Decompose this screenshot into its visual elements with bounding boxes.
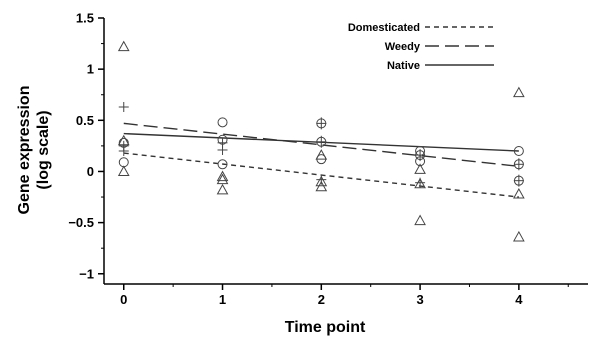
point-circle — [118, 157, 129, 168]
y-tick-label: 1 — [87, 62, 94, 77]
point-circle — [513, 146, 524, 156]
y-tick-label: 1.5 — [76, 11, 94, 26]
point-circleplus — [513, 158, 524, 171]
point-triangle — [414, 163, 426, 174]
point-plus — [217, 144, 228, 155]
y-tick-label: −1 — [79, 266, 94, 281]
point-triangle — [414, 214, 426, 226]
y-axis-title-line-1: Gene expression — [16, 86, 33, 215]
axes — [98, 17, 588, 290]
x-tick-label: 3 — [416, 292, 423, 307]
x-axis-title: Time point — [285, 319, 366, 336]
point-circleplus — [513, 174, 524, 187]
point-triangle — [315, 180, 328, 192]
data-points — [117, 40, 525, 242]
point-circleplus — [316, 135, 327, 148]
point-triangle — [513, 230, 525, 242]
legend-label-weedy: Weedy — [385, 41, 421, 53]
point-circleplus — [316, 117, 327, 130]
point-circle — [217, 117, 228, 128]
point-circle — [415, 156, 426, 167]
y-tick-label: 0 — [87, 164, 94, 179]
point-triangle — [117, 40, 130, 52]
point-triangle — [216, 170, 229, 182]
point-triangle — [315, 149, 328, 160]
point-circle — [217, 159, 228, 170]
tick-labels: 1.5 1 0.5 0 −0.5 −1 0 1 2 3 4 — [68, 11, 523, 308]
point-plus — [118, 102, 129, 113]
point-triangle — [216, 173, 229, 185]
x-tick-label: 0 — [120, 292, 127, 307]
x-tick-label: 1 — [219, 292, 226, 307]
x-tick-label: 4 — [515, 292, 523, 307]
point-triangle — [513, 187, 525, 199]
legend-label-domesticated: Domesticated — [348, 22, 420, 34]
trend-line-weedy — [123, 122, 519, 168]
point-triangle — [513, 86, 525, 98]
x-tick-label: 2 — [318, 292, 325, 307]
point-triangle — [414, 177, 426, 189]
y-tick-label: −0.5 — [68, 215, 94, 230]
legend: Domesticated Weedy Native — [348, 22, 494, 72]
point-circle — [118, 137, 129, 148]
point-triangle — [117, 165, 130, 176]
point-circleplus — [415, 149, 426, 162]
point-triangle — [315, 175, 328, 187]
y-axis-title-line-2: (log scale) — [35, 110, 52, 189]
y-tick-label: 0.5 — [76, 113, 94, 128]
point-triangle — [216, 183, 229, 195]
legend-label-native: Native — [387, 60, 420, 72]
